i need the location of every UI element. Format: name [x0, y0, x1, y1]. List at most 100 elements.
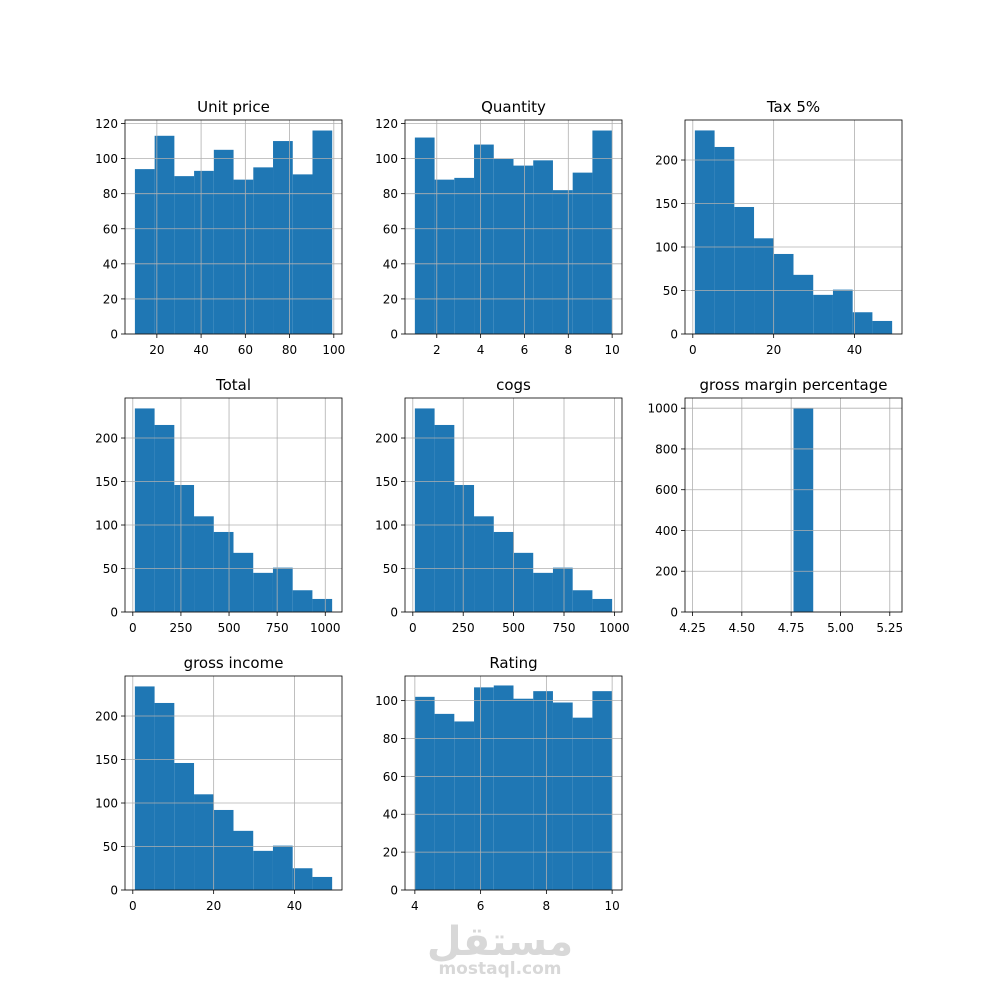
y-tick-label: 200 [95, 710, 118, 724]
histogram-bar [493, 531, 514, 612]
histogram-bar [134, 169, 155, 334]
y-tick-label: 40 [383, 257, 398, 271]
subplot-title: cogs [496, 376, 531, 394]
histogram-bar [793, 408, 814, 612]
histogram-bar [233, 552, 254, 612]
histogram-bar [533, 572, 553, 612]
histogram-bar [253, 167, 274, 334]
histogram-bar [414, 408, 435, 612]
histogram-bar [714, 146, 735, 334]
histogram-bar [474, 144, 494, 334]
x-tick-label: 20 [149, 343, 164, 357]
subplot-gross-margin-percentage: 4.25 4.50 4.75 5.00 5.25 0 200 400 600 800 1000 gro… [647, 376, 903, 635]
y-tick-label: 100 [95, 152, 118, 166]
y-tick-label: 100 [95, 797, 118, 811]
subplot-title: gross income [184, 654, 284, 672]
histogram-bar [194, 170, 214, 334]
x-tick-label: 4.25 [679, 621, 706, 635]
x-tick-label: 0 [129, 621, 137, 635]
y-tick-label: 200 [375, 432, 398, 446]
histogram-bar [454, 484, 475, 612]
y-tick-label: 80 [383, 732, 398, 746]
histogram-bar [493, 685, 514, 890]
histogram-bar [253, 850, 273, 890]
x-tick-label: 0 [409, 621, 417, 635]
y-tick-label: 120 [375, 117, 398, 131]
y-tick-label: 60 [383, 222, 398, 236]
y-tick-label: 0 [390, 884, 398, 898]
histogram-bar [533, 691, 553, 890]
y-tick-label: 0 [110, 884, 118, 898]
y-tick-label: 50 [103, 840, 118, 854]
histogram-bar [434, 713, 455, 890]
y-tick-label: 50 [383, 562, 398, 576]
watermark-logo-arabic: مستقل [426, 919, 574, 965]
histogram-bar [592, 130, 613, 334]
subplot-title: Rating [489, 654, 537, 672]
x-tick-label: 8 [543, 899, 551, 913]
y-tick-label: 100 [655, 241, 678, 255]
y-tick-label: 20 [383, 292, 398, 306]
y-tick-label: 50 [103, 562, 118, 576]
subplot-tax-5: 0 20 40 0 50 100 150 200 Tax 5% [655, 98, 903, 357]
axes-frame [684, 119, 903, 335]
histogram-bar [592, 691, 613, 890]
histogram-bar [474, 516, 494, 612]
y-tick-label: 20 [103, 292, 118, 306]
x-tick-label: 6 [521, 343, 529, 357]
histogram-bar [572, 717, 593, 890]
x-tick-label: 750 [553, 621, 576, 635]
histogram-bar [213, 809, 234, 890]
x-tick-label: 250 [169, 621, 192, 635]
x-tick-label: 4.50 [728, 621, 755, 635]
axes-frame [404, 119, 623, 335]
watermark-domain: mostaql.com [438, 959, 562, 979]
histogram-bar [312, 130, 333, 334]
histogram-bar [552, 190, 573, 334]
histogram-bar [213, 531, 234, 612]
histogram-bar [312, 876, 333, 890]
y-tick-label: 150 [655, 197, 678, 211]
histogram-bar [414, 696, 435, 890]
histogram-bar [434, 179, 455, 334]
y-tick-label: 0 [390, 606, 398, 620]
axes-frame [124, 675, 343, 891]
histogram-bar [292, 590, 313, 612]
y-tick-label: 400 [655, 524, 678, 538]
y-tick-label: 0 [110, 328, 118, 342]
x-tick-label: 250 [452, 621, 475, 635]
histogram-bar [253, 572, 273, 612]
x-tick-label: 1000 [310, 621, 341, 635]
histogram-bar [552, 567, 573, 612]
y-tick-label: 80 [383, 187, 398, 201]
y-tick-label: 150 [95, 753, 118, 767]
y-tick-label: 40 [103, 257, 118, 271]
histogram-bar [134, 686, 155, 890]
x-tick-label: 80 [282, 343, 297, 357]
y-tick-label: 0 [670, 328, 678, 342]
y-tick-label: 80 [103, 187, 118, 201]
histogram-bar [213, 149, 234, 334]
y-tick-label: 200 [655, 154, 678, 168]
histogram-bar [312, 598, 333, 612]
histogram-bar [194, 794, 214, 890]
histogram-bar [493, 158, 514, 334]
x-tick-label: 2 [433, 343, 441, 357]
x-tick-label: 10 [604, 343, 619, 357]
histogram-bar [813, 294, 833, 334]
histogram-bar [552, 702, 573, 890]
axes-frame [124, 119, 343, 335]
histogram-bar [154, 702, 175, 890]
x-tick-label: 750 [266, 621, 289, 635]
histogram-bar [174, 484, 195, 612]
histogram-bar [233, 830, 254, 890]
y-tick-label: 100 [95, 519, 118, 533]
histogram-bar [793, 274, 814, 334]
histogram-bar [434, 424, 455, 612]
histogram-bar [454, 721, 475, 890]
histogram-bar [852, 312, 873, 334]
histogram-bar [734, 206, 755, 334]
y-tick-label: 40 [383, 808, 398, 822]
